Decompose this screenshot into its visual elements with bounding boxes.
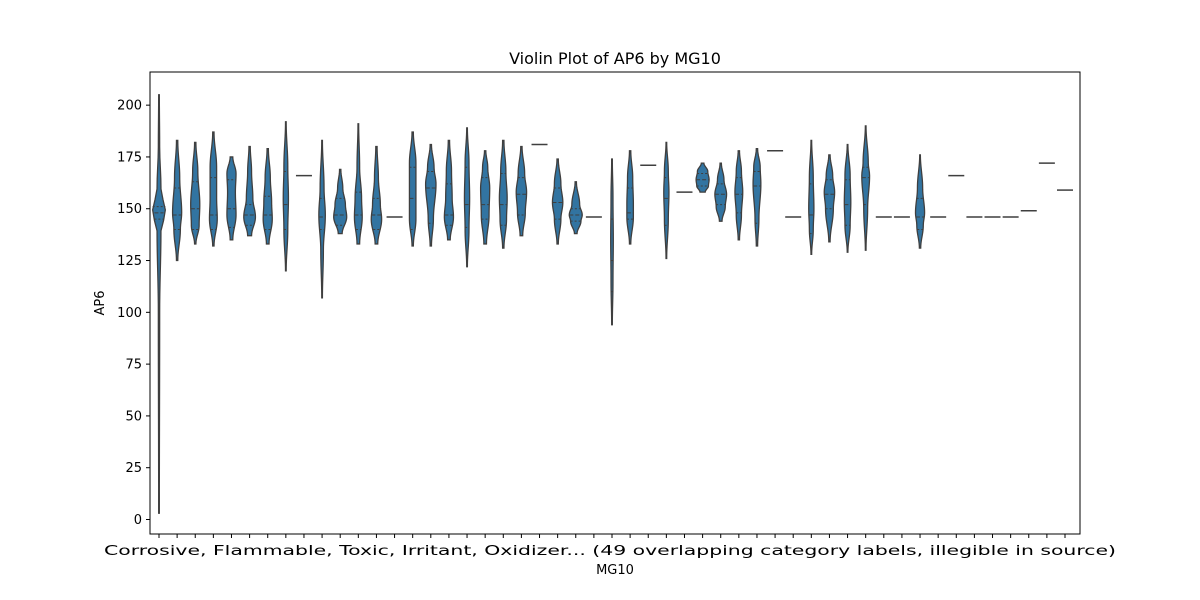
- x-tick-labels: Corrosive, Flammable, Toxic, Irritant, O…: [104, 544, 1116, 559]
- violin-body: [734, 150, 744, 241]
- chart-title: Violin Plot of AP6 by MG10: [509, 49, 721, 68]
- x-axis-label: MG10: [596, 563, 634, 578]
- violin-body: [282, 121, 290, 272]
- violin-body: [626, 150, 635, 245]
- violin-body: [208, 131, 218, 247]
- violin-body: [463, 127, 471, 268]
- y-tick-label: 0: [134, 513, 142, 528]
- violin-body: [370, 145, 383, 245]
- violin-body: [752, 148, 762, 247]
- y-tick-label: 75: [125, 358, 142, 373]
- violin-body: [333, 168, 348, 235]
- y-axis-label: AP6: [93, 290, 108, 315]
- y-tick-label: 150: [117, 202, 142, 217]
- violin-body: [861, 125, 871, 251]
- y-tick-label: 175: [117, 150, 142, 165]
- violin-body: [714, 162, 728, 222]
- violin-body: [568, 181, 583, 235]
- violin-body: [151, 94, 167, 514]
- violin-body: [318, 139, 326, 299]
- y-tick-label: 125: [117, 254, 142, 269]
- violin-body: [914, 154, 926, 249]
- violin-body: [190, 141, 201, 245]
- violin-body: [610, 158, 614, 326]
- violin-body: [551, 158, 564, 245]
- y-tick-label: 200: [117, 99, 142, 114]
- x-axis: [158, 534, 1066, 538]
- violin-body: [171, 139, 183, 262]
- y-tick-label: 50: [125, 409, 142, 424]
- y-tick-label: 25: [125, 461, 142, 476]
- violin-series: [151, 94, 1073, 514]
- violin-body: [498, 139, 508, 249]
- violin-body: [515, 145, 528, 237]
- plot-area-frame: [149, 71, 1081, 535]
- y-tick-label: 100: [117, 306, 142, 321]
- violin-body: [479, 150, 491, 245]
- violin-body: [243, 145, 257, 237]
- violin-body: [424, 143, 437, 247]
- violin-body: [823, 154, 836, 243]
- violin-body: [695, 162, 710, 193]
- violin-body: [408, 131, 417, 247]
- violin-body: [353, 123, 363, 245]
- y-axis: 0 25 50 75 100 125 150 175 200: [117, 99, 150, 528]
- violin-body: [663, 141, 670, 260]
- violin-body: [226, 156, 237, 241]
- violin-body: [808, 139, 815, 255]
- violin-body: [262, 148, 273, 245]
